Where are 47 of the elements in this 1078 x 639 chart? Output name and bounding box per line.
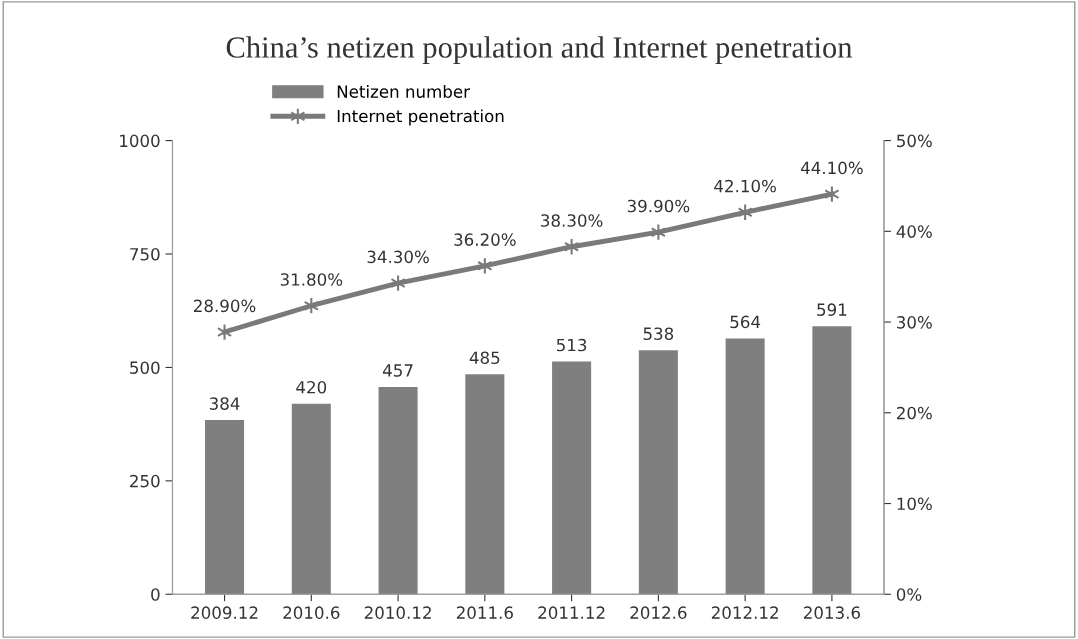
y-tick-label: 250 xyxy=(130,474,160,488)
y-tick-label: 0 xyxy=(151,588,160,601)
data-label: 39.90% xyxy=(627,199,690,213)
y2-tick-label: 20% xyxy=(896,406,932,420)
bar xyxy=(291,403,331,595)
bar xyxy=(725,338,765,595)
data-label: 384 xyxy=(209,397,240,410)
data-label: 457 xyxy=(382,364,413,377)
y-tick-label: 750 xyxy=(130,247,160,261)
data-label: 513 xyxy=(556,338,587,352)
chart-title: China’s netizen population and Internet penetration xyxy=(226,36,853,65)
y2-tick-label: 50% xyxy=(897,134,932,148)
x-tick-label: 2011.6 xyxy=(456,606,513,619)
x-tick-label: 2010.6 xyxy=(283,606,340,619)
data-label: 420 xyxy=(296,380,327,394)
data-label: 36.20% xyxy=(454,233,516,246)
data-label: 42.10% xyxy=(714,179,776,193)
x-tick-label: 2010.12 xyxy=(364,606,431,619)
x-tick-label: 2009.12 xyxy=(191,606,258,619)
x-tick-label: 2011.12 xyxy=(538,606,605,619)
x-tick-label: 2012.6 xyxy=(630,606,687,619)
y2-tick-label: 10% xyxy=(897,497,932,511)
data-label: 591 xyxy=(817,303,847,316)
bar xyxy=(638,350,678,595)
y2-tick-label: 30% xyxy=(897,316,932,329)
data-label: 564 xyxy=(730,315,761,329)
bar xyxy=(465,374,505,595)
y2-tick-label: 0% xyxy=(896,588,922,601)
bar xyxy=(378,386,418,595)
data-label: 44.10% xyxy=(800,161,863,175)
x-tick-label: 2013.6 xyxy=(803,606,861,619)
y2-tick-label: 40% xyxy=(896,225,932,238)
legend-label: Internet penetration xyxy=(337,109,504,126)
x-tick-label: 2012.12 xyxy=(711,606,778,619)
y-tick-label: 500 xyxy=(130,361,160,374)
data-label: 31.80% xyxy=(280,273,343,286)
point xyxy=(216,323,233,341)
bar xyxy=(812,326,852,595)
data-label: 34.30% xyxy=(367,250,429,264)
data-label: 538 xyxy=(643,327,674,341)
bar xyxy=(205,420,245,595)
y-tick-label: 1000 xyxy=(120,134,160,148)
legend-label: Netizen number xyxy=(337,84,470,98)
data-label: 485 xyxy=(469,351,500,365)
data-label: 28.90% xyxy=(193,299,256,313)
bar xyxy=(552,361,592,595)
data-label: 38.30% xyxy=(541,214,603,227)
